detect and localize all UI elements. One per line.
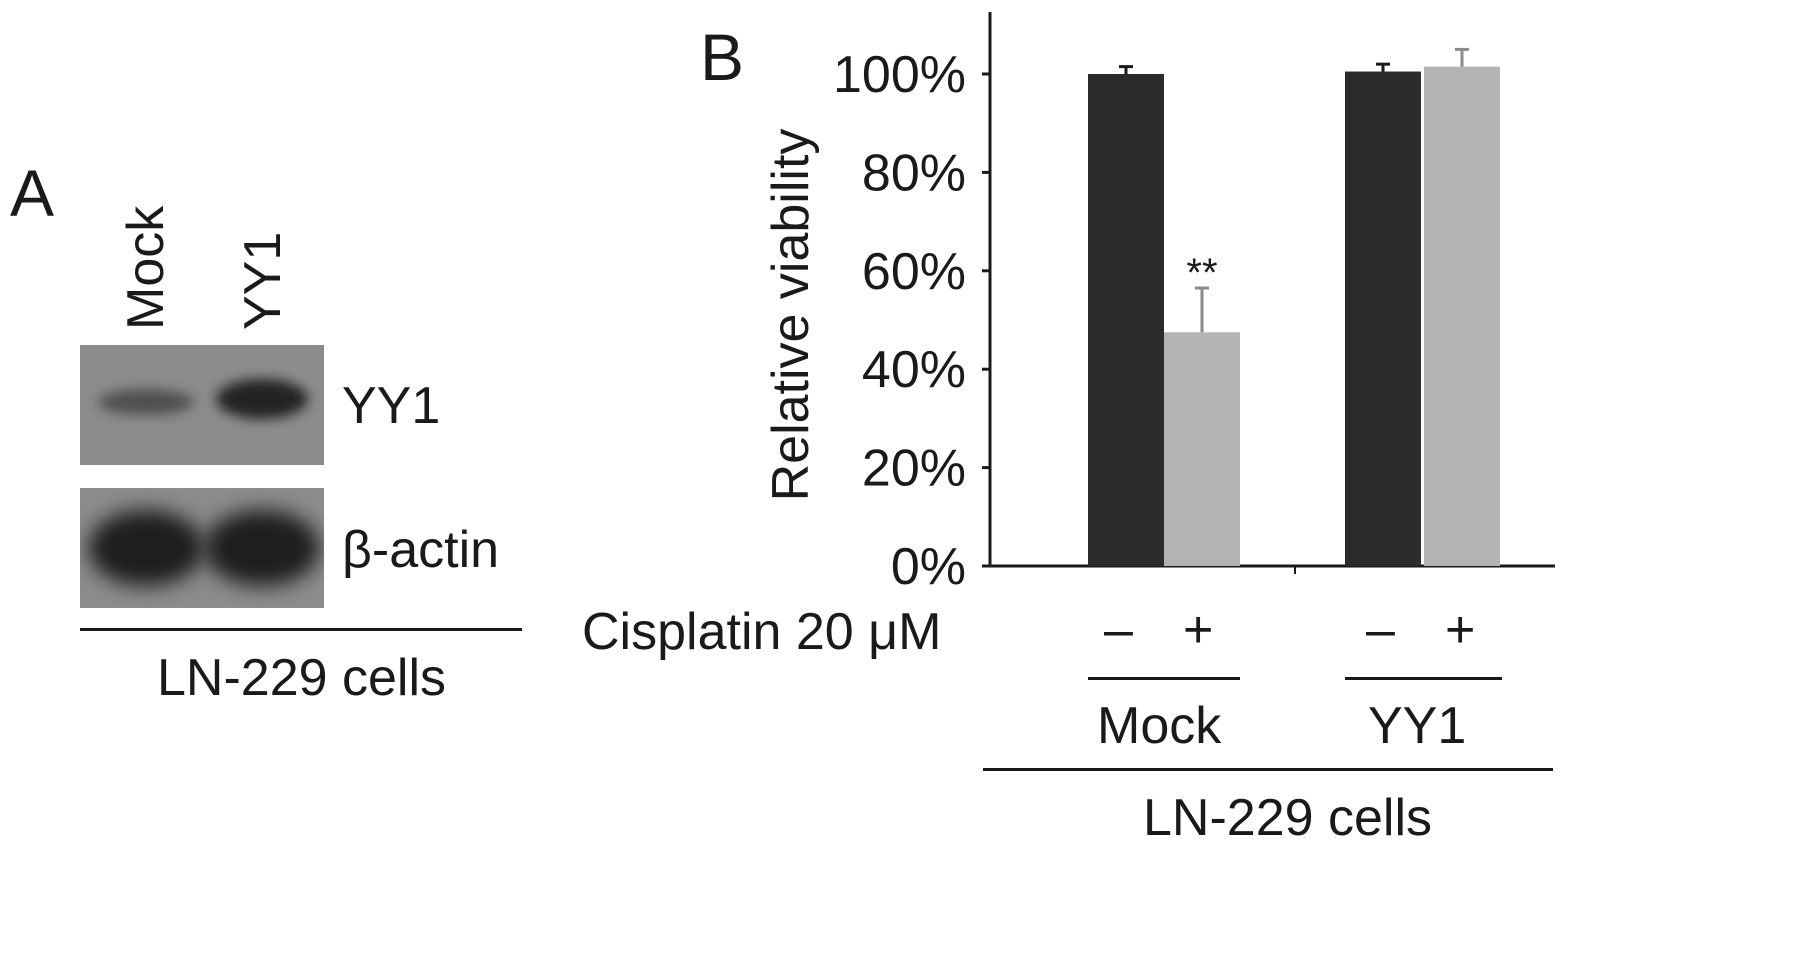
group-rule-yy1: [1345, 677, 1502, 680]
y-axis-label: Relative viability: [762, 129, 820, 502]
group-label-yy1: YY1: [1368, 697, 1467, 755]
group-label-mock: Mock: [1097, 697, 1222, 755]
sign-yy1-plus: +: [1445, 601, 1476, 659]
significance-annotation: **: [1186, 251, 1217, 295]
panel-a-caption-rule: [80, 628, 522, 631]
y-tick-label: 20%: [862, 440, 966, 498]
band-yy1-yy1: [216, 379, 308, 419]
blot-label-beta-actin: β-actin: [342, 521, 500, 579]
y-tick-label: 80%: [862, 144, 966, 202]
band-actin-mock: [88, 510, 204, 586]
treatment-label: Cisplatin 20 μM: [582, 603, 942, 661]
bar: [1088, 74, 1164, 566]
y-tick-label: 100%: [833, 46, 966, 104]
bar: [1345, 71, 1421, 566]
y-tick-label: 60%: [862, 243, 966, 301]
bar: [1424, 66, 1500, 567]
band-yy1-mock: [98, 389, 194, 415]
panel-b-caption-rule: [983, 768, 1553, 771]
panel-b-caption: LN-229 cells: [1143, 789, 1433, 847]
panel-b-letter: B: [700, 20, 745, 94]
y-tick-label: 0%: [891, 538, 966, 596]
sign-mock-minus: –: [1104, 601, 1133, 659]
band-actin-yy1: [204, 510, 320, 586]
blot-label-yy1: YY1: [342, 377, 441, 435]
blot-yy1: [80, 345, 324, 465]
sign-yy1-minus: –: [1366, 601, 1395, 659]
blot-beta-actin: [80, 488, 324, 608]
panel-a-letter: A: [10, 156, 55, 230]
bar: [1164, 332, 1240, 566]
group-rule-mock: [1088, 677, 1240, 680]
y-tick-label: 40%: [862, 341, 966, 399]
panel-a-caption: LN-229 cells: [157, 649, 447, 707]
sign-mock-plus: +: [1183, 601, 1214, 659]
